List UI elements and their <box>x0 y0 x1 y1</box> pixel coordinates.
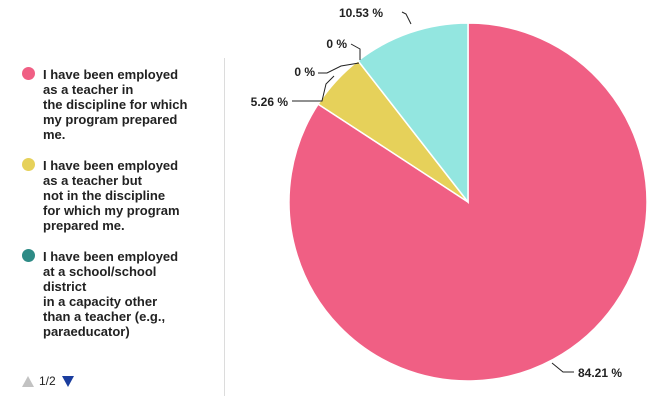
pie-slice[interactable] <box>356 22 469 205</box>
pager-up-icon[interactable] <box>22 375 34 387</box>
legend-item-label: I have been employed at a school/school … <box>43 249 179 339</box>
slice-leader-line <box>350 43 361 60</box>
legend-item[interactable]: I have been employed as a teacher in the… <box>10 58 224 142</box>
legend-swatch-icon <box>22 67 35 80</box>
slice-value-label: 5.26 % <box>251 95 289 109</box>
legend-items: I have been employed as a teacher in the… <box>10 58 224 339</box>
legend-swatch-icon <box>22 158 35 171</box>
slice-leader-line <box>401 11 412 25</box>
legend-page-indicator: 1/2 <box>39 374 56 388</box>
slice-leader-line <box>318 62 360 74</box>
legend-item[interactable]: I have been employed as a teacher but no… <box>10 149 224 233</box>
slice-leader-line <box>551 362 574 373</box>
legend-item-label: I have been employed as a teacher but no… <box>43 158 180 233</box>
slice-value-label: 0 % <box>294 65 315 79</box>
slice-leader-line <box>292 75 335 102</box>
slice-value-label: 10.53 % <box>339 6 383 20</box>
slice-value-label: 0 % <box>326 37 347 51</box>
pager-down-icon[interactable] <box>61 375 74 387</box>
legend: I have been employed as a teacher in the… <box>10 58 225 396</box>
legend-item-label: I have been employed as a teacher in the… <box>43 67 188 142</box>
legend-swatch-icon <box>22 249 35 262</box>
legend-item[interactable]: I have been employed at a school/school … <box>10 240 224 339</box>
slice-value-label: 84.21 % <box>578 366 622 380</box>
legend-pager: 1/2 <box>22 373 74 389</box>
